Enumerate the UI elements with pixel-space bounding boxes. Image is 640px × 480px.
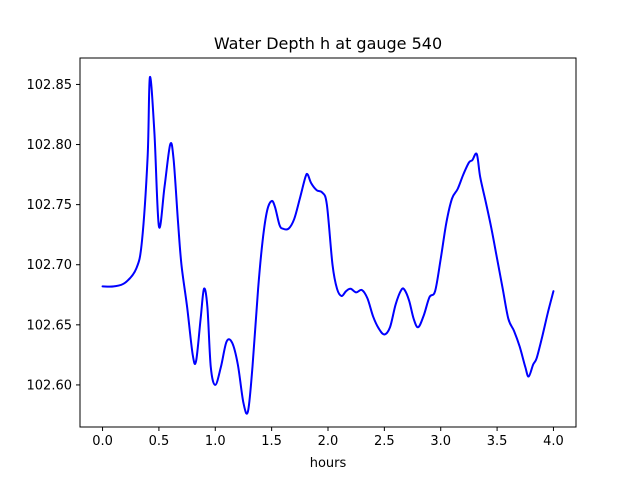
y-tick-label: 102.65 [27,318,73,333]
x-tick-label: 1.0 [205,434,226,449]
x-tick-label: 3.5 [487,434,508,449]
chart-title: Water Depth h at gauge 540 [214,34,442,53]
y-tick-label: 102.60 [27,378,73,393]
x-tick-label: 0.5 [149,434,170,449]
x-tick-label: 1.5 [261,434,282,449]
series-line [101,76,555,415]
x-tick-label: 4.0 [543,434,564,449]
x-tick-label: 3.0 [430,434,451,449]
y-tick-label: 102.70 [27,258,73,273]
x-axis: 0.0 0.5 1.0 1.5 2.0 2.5 3.0 3.5 4.0 [92,427,564,449]
y-tick-label: 102.75 [27,198,73,213]
series-layer [101,76,555,415]
y-axis: 102.60 102.65 102.70 102.75 102.80 102.85 [27,78,80,393]
x-tick-label: 2.0 [318,434,339,449]
x-axis-label: hours [310,456,347,471]
y-tick-label: 102.80 [27,138,73,153]
y-tick-label: 102.85 [27,78,73,93]
x-tick-label: 2.5 [374,434,395,449]
x-tick-label: 0.0 [92,434,113,449]
